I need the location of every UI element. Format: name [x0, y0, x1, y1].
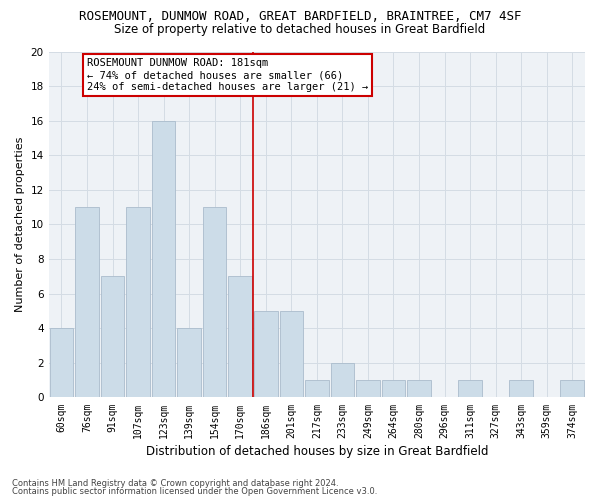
Bar: [382, 380, 405, 398]
Bar: [101, 276, 124, 398]
Bar: [152, 120, 175, 398]
Y-axis label: Number of detached properties: Number of detached properties: [15, 137, 25, 312]
Bar: [331, 363, 354, 398]
Bar: [560, 380, 584, 398]
Bar: [50, 328, 73, 398]
Bar: [229, 276, 252, 398]
Bar: [178, 328, 201, 398]
Text: Contains HM Land Registry data © Crown copyright and database right 2024.: Contains HM Land Registry data © Crown c…: [12, 478, 338, 488]
Bar: [458, 380, 482, 398]
Text: Size of property relative to detached houses in Great Bardfield: Size of property relative to detached ho…: [115, 22, 485, 36]
Text: ROSEMOUNT DUNMOW ROAD: 181sqm
← 74% of detached houses are smaller (66)
24% of s: ROSEMOUNT DUNMOW ROAD: 181sqm ← 74% of d…: [87, 58, 368, 92]
Bar: [305, 380, 329, 398]
X-axis label: Distribution of detached houses by size in Great Bardfield: Distribution of detached houses by size …: [146, 444, 488, 458]
Text: ROSEMOUNT, DUNMOW ROAD, GREAT BARDFIELD, BRAINTREE, CM7 4SF: ROSEMOUNT, DUNMOW ROAD, GREAT BARDFIELD,…: [79, 10, 521, 23]
Bar: [127, 207, 150, 398]
Bar: [509, 380, 533, 398]
Text: Contains public sector information licensed under the Open Government Licence v3: Contains public sector information licen…: [12, 487, 377, 496]
Bar: [75, 207, 99, 398]
Bar: [203, 207, 226, 398]
Bar: [280, 311, 303, 398]
Bar: [407, 380, 431, 398]
Bar: [356, 380, 380, 398]
Bar: [254, 311, 278, 398]
